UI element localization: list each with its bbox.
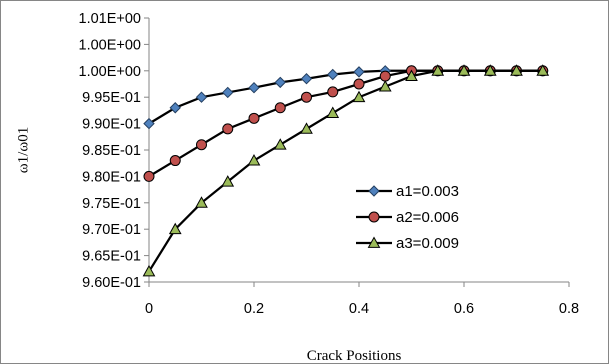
data-point — [301, 91, 312, 103]
y-tick-label: 9.90E-01 — [82, 117, 141, 133]
data-point — [274, 76, 286, 89]
y-tick-label: 9.60E-01 — [82, 275, 141, 291]
y-tick-label: 1.01E+00 — [79, 11, 142, 27]
data-point — [510, 64, 523, 76]
data-point — [353, 78, 365, 90]
legend-label: a3=0.009 — [396, 235, 459, 252]
data-point — [300, 73, 313, 85]
data-point — [300, 122, 313, 134]
data-point — [378, 80, 392, 92]
series-2 — [143, 65, 549, 182]
y-tick-labels: 9.60E-01 9.65E-01 9.70E-01 9.75E-01 9.80E-01… — [79, 11, 142, 291]
data-point — [247, 154, 261, 166]
legend-marker — [368, 211, 380, 223]
y-tick-label: 9.95E-01 — [82, 90, 141, 106]
y-tick-label: 9.65E-01 — [82, 249, 141, 265]
legend-entry-2: a2=0.006 — [356, 209, 459, 226]
data-point — [195, 196, 208, 208]
data-point — [536, 64, 550, 76]
y-tick-label: 9.85E-01 — [82, 143, 141, 159]
data-point — [221, 175, 235, 187]
legend-label: a2=0.006 — [396, 209, 459, 226]
x-axis-title: Crack Positions — [307, 348, 402, 364]
series-line — [148, 69, 543, 125]
data-point — [405, 69, 418, 81]
x-tick-label: 0.6 — [454, 301, 474, 317]
data-point — [327, 68, 339, 81]
x-tick-label: 0.8 — [559, 301, 579, 317]
series-line — [148, 69, 543, 273]
data-point — [352, 90, 366, 103]
data-point — [196, 139, 207, 151]
data-point — [168, 222, 182, 235]
data-point — [195, 91, 208, 103]
data-point — [142, 264, 156, 277]
legend-marker — [367, 236, 381, 248]
data-point — [483, 64, 497, 76]
series-line — [148, 69, 543, 178]
y-tick-label: 9.80E-01 — [82, 169, 141, 185]
legend-entry-3: a3=0.009 — [356, 235, 459, 252]
data-point — [326, 106, 340, 118]
y-axis-title: ω1/ω01 — [15, 127, 31, 173]
data-point — [169, 155, 181, 167]
axes — [144, 17, 570, 287]
legend-entry-1: a1=0.003 — [356, 183, 459, 200]
series-3 — [142, 64, 550, 277]
data-point — [274, 102, 286, 114]
data-point — [431, 64, 445, 76]
data-point — [222, 86, 234, 99]
x-tick-label: 0.2 — [244, 301, 264, 317]
y-tick-label: 9.75E-01 — [82, 196, 141, 212]
data-point — [327, 86, 339, 98]
x-tick-label: 0.4 — [349, 301, 369, 317]
data-point — [353, 66, 365, 78]
legend-label: a1=0.003 — [396, 183, 459, 200]
legend: a1=0.003 a2=0.006 a3=0.009 — [356, 183, 459, 252]
x-tick-labels: 0 0.2 0.4 0.6 0.8 — [145, 301, 579, 317]
data-point — [273, 138, 287, 150]
data-point — [222, 123, 234, 135]
legend-marker — [368, 185, 380, 197]
data-point — [248, 112, 260, 124]
data-point — [379, 70, 391, 82]
x-tick-label: 0 — [145, 301, 153, 317]
data-point — [248, 81, 260, 94]
y-tick-label: 9.70E-01 — [82, 222, 141, 238]
data-point — [143, 170, 155, 182]
series-group — [142, 64, 550, 277]
y-tick-label: 1.00E+00 — [79, 37, 142, 53]
data-point — [169, 102, 181, 114]
y-tick-label: 1.00E+00 — [79, 64, 142, 80]
data-point — [143, 117, 155, 130]
data-point — [457, 64, 471, 76]
